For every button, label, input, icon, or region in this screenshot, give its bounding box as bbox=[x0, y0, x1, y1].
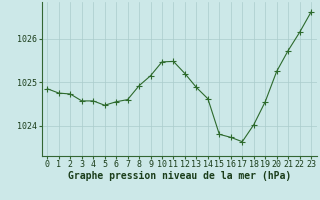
X-axis label: Graphe pression niveau de la mer (hPa): Graphe pression niveau de la mer (hPa) bbox=[68, 171, 291, 181]
